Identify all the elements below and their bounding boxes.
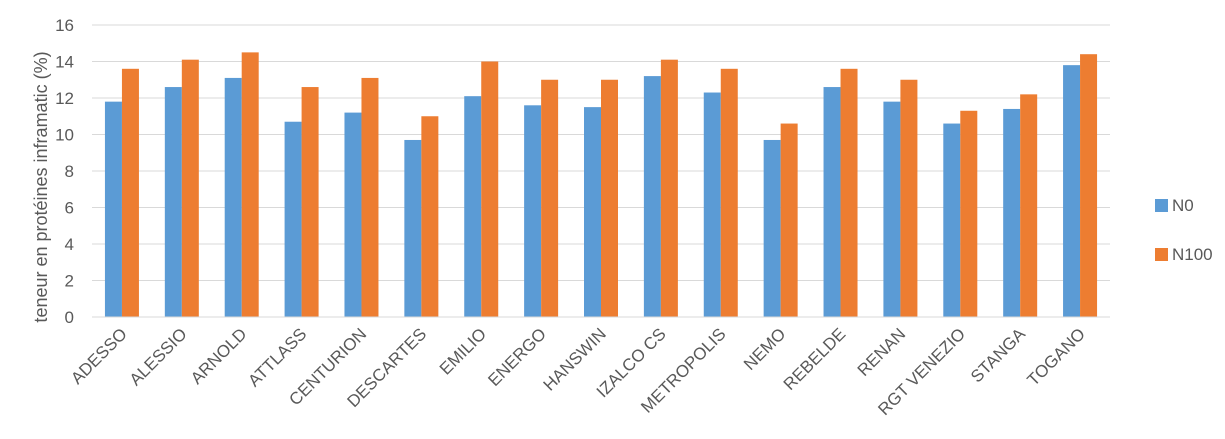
bar-n0-hanswin [584, 107, 601, 317]
y-axis-title: teneur en protéines inframatic (%) [31, 51, 51, 322]
bar-n100-nemo [780, 123, 798, 317]
bar-n0-descartes [404, 139, 422, 317]
legend-swatch-n0 [1155, 199, 1168, 212]
bar-n0-arnold [224, 77, 242, 317]
legend: N0 N100 [1155, 196, 1213, 264]
x-tick-label: ALESSIO [126, 324, 191, 389]
x-tick-label: REBELDE [780, 324, 850, 394]
bar-n0-adesso [104, 101, 122, 318]
x-tick-label: ADESSO [67, 324, 131, 388]
bar-n100-centurion [361, 77, 379, 317]
y-tick-label: 12 [55, 89, 74, 108]
bar-n0-nemo [763, 139, 781, 317]
bar-n100-alessio [181, 59, 199, 318]
bar-n0-rgt-venezio [943, 123, 961, 317]
bar-n0-izalco-cs [643, 76, 661, 317]
x-tick-label: RENAN [854, 324, 910, 380]
bar-n100-togano [1080, 54, 1098, 317]
x-tick-label: EMILIO [436, 324, 490, 378]
bar-n100-descartes [421, 116, 439, 317]
bar-n0-alessio [164, 87, 182, 317]
bar-n0-centurion [344, 112, 362, 317]
bar-n0-metropolis [703, 92, 721, 318]
bar-n0-rebelde [823, 87, 841, 317]
bar-n100-emilio [481, 61, 499, 317]
y-tick-label: 0 [65, 308, 74, 327]
legend-label-n0: N0 [1172, 196, 1194, 215]
x-tick-label: NEMO [740, 324, 789, 373]
legend-label-n100: N100 [1172, 245, 1213, 264]
bar-n0-energo [524, 105, 542, 317]
bars [104, 52, 1098, 318]
bar-n100-metropolis [720, 68, 738, 317]
y-tick-label: 4 [65, 235, 74, 254]
legend-swatch-n100 [1155, 248, 1168, 261]
bar-n100-rebelde [840, 68, 858, 317]
x-tick-label: TOGANO [1024, 324, 1089, 389]
y-axis-ticks: 0 2 4 6 8 10 12 14 16 [55, 16, 74, 327]
y-tick-label: 14 [55, 53, 74, 72]
bar-n100-izalco-cs [660, 59, 678, 318]
bar-n100-adesso [121, 68, 139, 317]
bar-n100-rgt-venezio [960, 110, 978, 318]
bar-n100-hanswin [601, 79, 618, 317]
x-tick-label: ARNOLD [187, 324, 251, 388]
bar-n0-togano [1063, 65, 1081, 318]
x-tick-label: STANGA [967, 324, 1029, 386]
y-tick-label: 10 [55, 126, 74, 145]
bar-n0-renan [883, 101, 901, 318]
bar-n100-arnold [241, 52, 259, 317]
x-axis-labels: ADESSOALESSIOARNOLDATTLASSCENTURIONDESCA… [67, 324, 1089, 419]
y-tick-label: 6 [65, 199, 74, 218]
bar-n100-attlass [301, 87, 319, 317]
bar-n0-emilio [464, 96, 482, 317]
y-tick-label: 2 [65, 272, 74, 291]
bar-n0-attlass [284, 121, 302, 317]
y-tick-label: 8 [65, 162, 74, 181]
bar-n100-renan [900, 79, 918, 317]
y-tick-label: 16 [55, 16, 74, 35]
bar-n0-stanga [1003, 108, 1021, 317]
bar-n100-energo [541, 79, 559, 317]
bar-n100-stanga [1020, 94, 1038, 317]
